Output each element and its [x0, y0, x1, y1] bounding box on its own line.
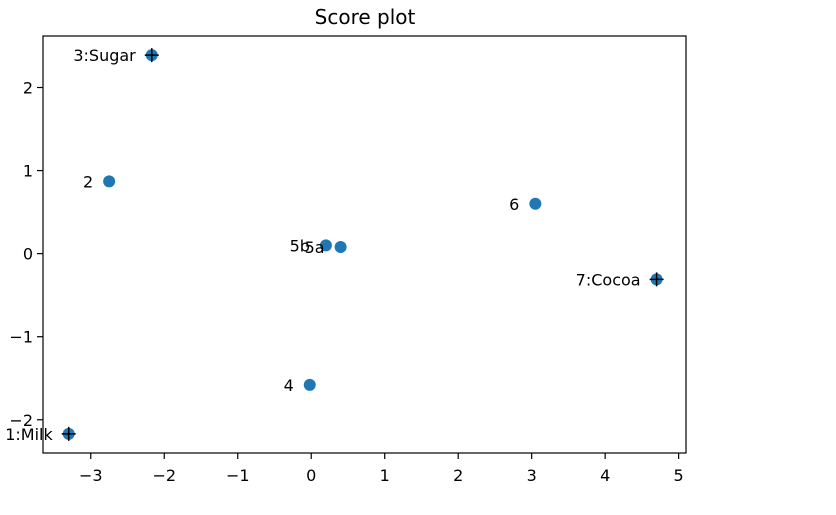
point-label: 7:Cocoa	[576, 270, 641, 289]
data-point	[334, 240, 347, 253]
point-label: 2	[83, 172, 93, 191]
y-tick-label: −2	[9, 411, 33, 430]
x-tick-label: 1	[380, 466, 390, 485]
x-tick-label: 0	[306, 466, 316, 485]
cross-marker	[61, 426, 76, 441]
cross-marker	[649, 272, 664, 287]
x-tick-label: 2	[453, 466, 463, 485]
x-tick-label: 3	[527, 466, 537, 485]
plot-area-frame	[42, 35, 687, 454]
cross-marker	[144, 48, 159, 63]
y-tick-label: 2	[23, 79, 33, 98]
data-point	[303, 378, 316, 391]
y-axis: −2 −1 0 1 2	[9, 79, 43, 430]
point-label: 4	[284, 376, 294, 395]
y-tick-label: −1	[9, 328, 33, 347]
point-label: 5b	[290, 236, 310, 255]
data-point	[529, 197, 542, 210]
x-tick-label: −1	[226, 466, 250, 485]
point-label: 5a	[305, 238, 325, 257]
point-label: 6	[509, 195, 519, 214]
chart-title: Score plot	[315, 5, 416, 29]
x-tick-label: −2	[152, 466, 176, 485]
data-point	[319, 239, 332, 252]
data-point	[103, 175, 116, 188]
x-axis: −3 −2 −1 0 1 2 3 4 5	[79, 453, 684, 485]
point-label: 3:Sugar	[73, 46, 136, 65]
x-tick-label: 5	[674, 466, 684, 485]
x-tick-label: −3	[79, 466, 103, 485]
y-tick-label: 0	[23, 245, 33, 264]
y-tick-label: 1	[23, 162, 33, 181]
point-label: 1:Milk	[5, 425, 53, 444]
x-tick-label: 4	[600, 466, 610, 485]
